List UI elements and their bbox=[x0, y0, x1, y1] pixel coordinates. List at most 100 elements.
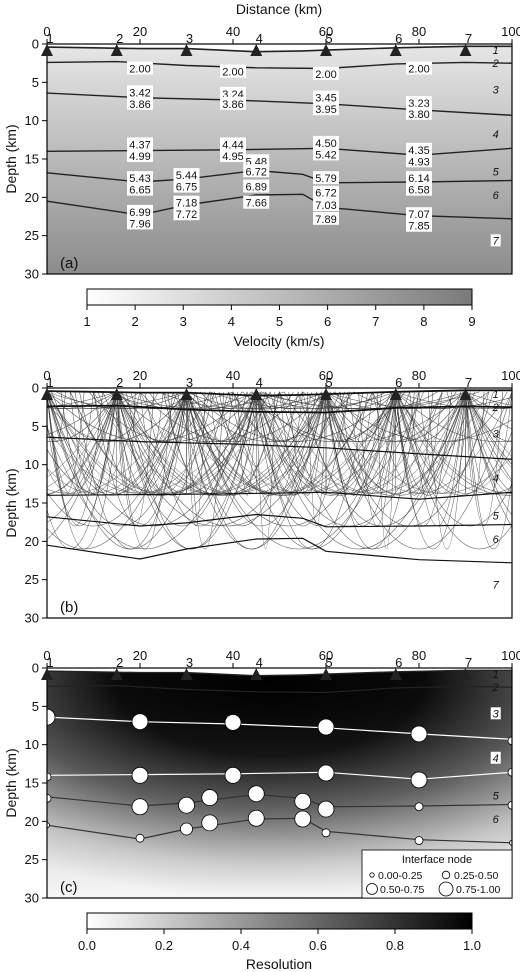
x-tick-label: 80 bbox=[412, 368, 426, 383]
x-tick-label: 80 bbox=[412, 648, 426, 663]
interface-node bbox=[414, 802, 424, 812]
ray-path bbox=[325, 391, 512, 442]
velocity-label-box bbox=[406, 61, 432, 75]
velocity-label: 7.18 bbox=[176, 198, 197, 210]
ray-path bbox=[395, 391, 512, 409]
velocity-label-box bbox=[313, 147, 339, 161]
colorbar-tick-label: 0.4 bbox=[232, 938, 250, 953]
ray-path bbox=[353, 391, 466, 409]
velocity-label: 3.42 bbox=[129, 87, 150, 99]
interface-line bbox=[47, 491, 512, 500]
velocity-label: 2.00 bbox=[129, 64, 150, 76]
velocity-label-box bbox=[313, 185, 339, 199]
velocity-label-box bbox=[127, 61, 153, 75]
velocity-label-box bbox=[313, 90, 339, 104]
ray-path bbox=[139, 391, 327, 442]
interface-line bbox=[47, 436, 512, 460]
panel-a-y-ticks: 0 5 10 15 20 25 30 bbox=[25, 37, 47, 282]
station-label: 7 bbox=[465, 375, 472, 390]
station-triangle bbox=[389, 668, 402, 680]
interface-node bbox=[178, 796, 195, 814]
velocity-label: 5.43 bbox=[129, 173, 150, 185]
station-triangle bbox=[250, 388, 263, 400]
velocity-label-box bbox=[243, 179, 270, 193]
velocity-label-box bbox=[406, 182, 432, 196]
interface-node bbox=[135, 833, 145, 843]
ray-path bbox=[307, 391, 327, 527]
ray-path bbox=[121, 391, 327, 496]
velocity-label-box bbox=[127, 148, 153, 162]
interface-node bbox=[180, 822, 193, 836]
velocity-label-box bbox=[313, 211, 339, 225]
colorbar-tick-label: 1 bbox=[83, 314, 90, 329]
velocity-label-box bbox=[127, 96, 153, 110]
ray-path bbox=[465, 391, 512, 494]
resolution-colorbar-ticks: 0.0 0.2 0.4 0.6 0.8 1.0 bbox=[78, 929, 481, 953]
station-triangle bbox=[320, 388, 332, 400]
interface-node bbox=[247, 785, 265, 803]
panel-b-y-ticks: 0 5 10 15 20 25 30 bbox=[25, 381, 47, 626]
station-label: 4 bbox=[256, 375, 263, 390]
y-tick-label: 30 bbox=[25, 267, 39, 282]
velocity-label: 4.99 bbox=[129, 151, 150, 163]
interface-line bbox=[47, 513, 512, 528]
station-triangle bbox=[250, 668, 263, 680]
ray-path bbox=[47, 391, 104, 527]
velocity-label-box bbox=[406, 96, 432, 110]
x-tick-label: 40 bbox=[226, 24, 240, 39]
layer-label: 2 bbox=[492, 402, 499, 414]
layer-label: 4 bbox=[493, 129, 499, 141]
velocity-label-box bbox=[127, 216, 153, 230]
velocity-label: 7.96 bbox=[129, 218, 150, 230]
ray-path bbox=[465, 391, 512, 469]
panel-a-layer-labels: 12 3 4 5 6 7 bbox=[490, 45, 501, 247]
y-tick-label: 20 bbox=[25, 190, 39, 205]
layer-label: 2 bbox=[492, 58, 499, 70]
ray-path bbox=[47, 391, 117, 408]
layer-label: 3 bbox=[493, 84, 500, 96]
ray-path bbox=[214, 391, 327, 496]
ray-path bbox=[47, 391, 48, 393]
colorbar-tick-label: 0.0 bbox=[78, 938, 96, 953]
colorbar-tick-label: 1.0 bbox=[463, 938, 481, 953]
station-triangle bbox=[41, 388, 53, 400]
ray-path bbox=[209, 391, 396, 409]
panel-b-x-ticks: 0 20 40 60 80 100 bbox=[43, 368, 520, 388]
velocity-label-box bbox=[313, 171, 339, 185]
velocity-label: 6.14 bbox=[408, 173, 429, 185]
panel-c-stations: 1 2 3 4 5 6 7 bbox=[41, 655, 472, 680]
velocity-label: 7.03 bbox=[315, 200, 336, 212]
colorbar-tick-label: 5 bbox=[276, 314, 283, 329]
layer-label: 3 bbox=[493, 708, 500, 720]
station-label: 7 bbox=[465, 655, 472, 670]
y-tick-label: 25 bbox=[25, 572, 39, 587]
ray-path bbox=[47, 391, 118, 496]
layer-label: 5 bbox=[493, 790, 500, 802]
station-triangle bbox=[320, 44, 332, 56]
ray-path bbox=[372, 391, 466, 494]
ray-path bbox=[47, 391, 117, 442]
velocity-label-box bbox=[127, 204, 153, 218]
y-tick-label: 15 bbox=[25, 496, 39, 511]
ray-path bbox=[47, 391, 187, 409]
x-tick-label: 100 bbox=[501, 648, 520, 663]
station-label: 2 bbox=[116, 655, 123, 670]
interface-node bbox=[224, 714, 242, 731]
station-triangle bbox=[459, 668, 472, 680]
station-label: 5 bbox=[325, 655, 332, 670]
interface-line bbox=[47, 716, 512, 740]
ray-path bbox=[47, 391, 48, 393]
interface-line bbox=[47, 771, 512, 780]
velocity-label-box bbox=[406, 207, 432, 221]
interface-node bbox=[507, 800, 512, 810]
colorbar-tick-label: 4 bbox=[228, 314, 235, 329]
ray-path bbox=[186, 391, 336, 409]
ray-path bbox=[47, 391, 141, 409]
panel-a-velocity-field bbox=[47, 46, 512, 274]
colorbar-tick-label: 2 bbox=[132, 314, 139, 329]
ray-path bbox=[325, 391, 512, 409]
ray-path bbox=[465, 391, 512, 406]
station-label: 3 bbox=[186, 31, 193, 46]
layer-label: 4 bbox=[493, 473, 499, 485]
